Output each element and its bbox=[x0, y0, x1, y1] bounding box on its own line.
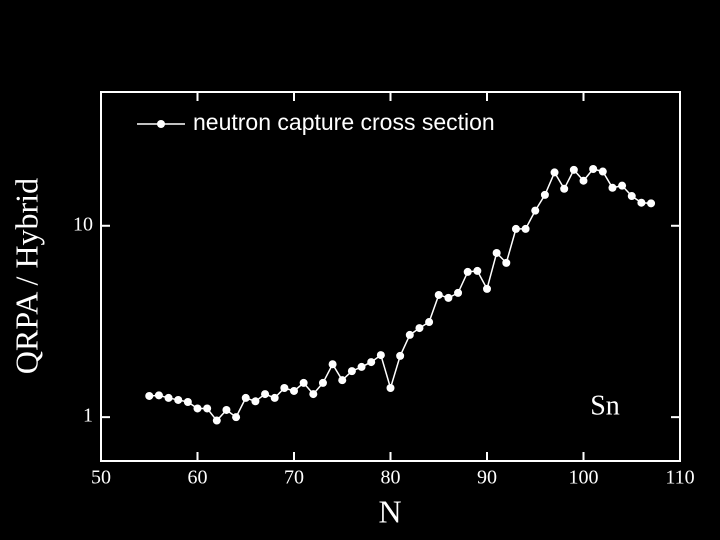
x-axis-label: N bbox=[378, 493, 401, 529]
data-point bbox=[463, 267, 472, 276]
data-point bbox=[560, 184, 569, 193]
data-point bbox=[183, 397, 192, 406]
data-point bbox=[444, 293, 453, 302]
data-point bbox=[347, 367, 356, 376]
data-point bbox=[531, 206, 540, 215]
data-point bbox=[232, 413, 241, 422]
y-tick-label: 1 bbox=[83, 405, 93, 427]
data-point bbox=[328, 360, 337, 369]
data-point bbox=[357, 362, 366, 371]
annotation: Sn bbox=[590, 390, 620, 421]
legend-marker bbox=[157, 120, 165, 128]
data-point bbox=[212, 416, 221, 425]
data-point bbox=[434, 290, 443, 299]
data-point bbox=[579, 176, 588, 185]
x-tick-label: 50 bbox=[91, 467, 111, 489]
data-point bbox=[511, 224, 520, 233]
x-tick-label: 60 bbox=[188, 467, 208, 489]
data-point bbox=[569, 165, 578, 174]
data-point bbox=[637, 198, 646, 207]
data-point bbox=[492, 248, 501, 257]
data-point bbox=[222, 405, 231, 414]
data-point bbox=[174, 395, 183, 404]
data-point bbox=[154, 391, 163, 400]
data-point bbox=[270, 393, 279, 402]
data-point bbox=[290, 386, 298, 395]
data-point bbox=[502, 258, 511, 267]
data-point bbox=[521, 224, 530, 233]
data-point bbox=[241, 393, 250, 402]
x-tick-label: 80 bbox=[381, 467, 401, 489]
data-point bbox=[280, 384, 289, 393]
data-point bbox=[309, 390, 318, 399]
x-tick-label: 90 bbox=[477, 467, 497, 489]
data-point bbox=[454, 288, 463, 297]
data-point bbox=[338, 376, 347, 385]
data-point bbox=[589, 164, 598, 173]
data-point bbox=[299, 378, 308, 387]
data-point bbox=[367, 358, 376, 367]
y-axis-label: QRPA / Hybrid bbox=[8, 178, 44, 374]
data-point bbox=[386, 384, 395, 393]
data-point bbox=[647, 199, 656, 208]
data-point bbox=[405, 330, 414, 339]
data-point bbox=[483, 284, 491, 293]
x-tick-label: 110 bbox=[665, 467, 694, 489]
data-point bbox=[473, 266, 482, 275]
data-point bbox=[598, 167, 607, 176]
data-line bbox=[149, 168, 652, 422]
data-point bbox=[618, 181, 627, 190]
x-tick-label: 70 bbox=[284, 467, 304, 489]
data-point bbox=[164, 393, 173, 402]
x-tick-label: 100 bbox=[569, 467, 599, 489]
data-point bbox=[608, 183, 617, 192]
data-point bbox=[261, 390, 270, 399]
data-point bbox=[318, 378, 327, 387]
y-tick-label: 10 bbox=[73, 213, 93, 235]
data-point bbox=[627, 192, 636, 201]
data-point bbox=[376, 351, 385, 360]
data-point bbox=[540, 190, 549, 199]
data-point bbox=[203, 404, 212, 413]
data-point bbox=[193, 404, 202, 413]
data-point bbox=[425, 318, 434, 327]
data-point bbox=[145, 391, 154, 400]
legend-label: neutron capture cross section bbox=[193, 109, 495, 135]
data-point bbox=[415, 324, 424, 333]
data-point bbox=[396, 351, 405, 360]
data-point bbox=[550, 168, 559, 177]
data-point bbox=[251, 397, 260, 406]
